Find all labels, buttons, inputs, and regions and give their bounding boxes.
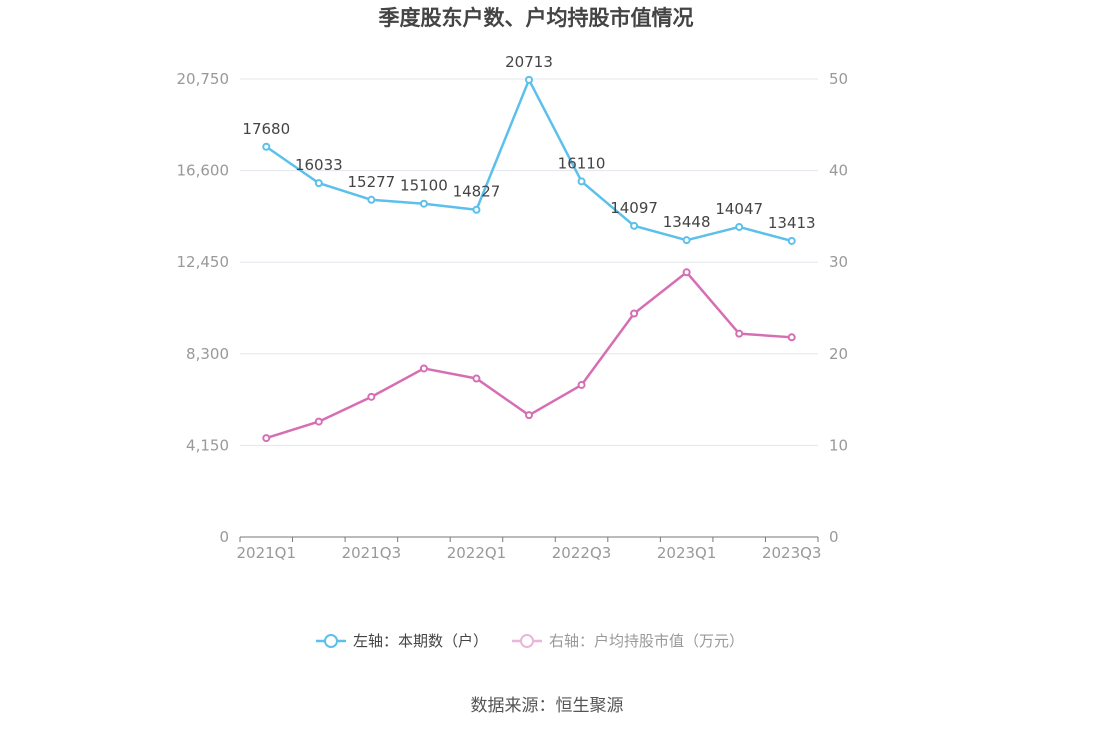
data-point [262, 434, 271, 443]
left-axis-tick-label: 16,600 [177, 162, 230, 180]
data-label: 16033 [295, 156, 343, 174]
x-axis-tick-label: 2023Q1 [657, 544, 717, 562]
legend-label: 左轴：本期数（户） [353, 632, 488, 650]
chart-title: 季度股东户数、户均持股市值情况 [379, 6, 694, 30]
left-axis-tick-label: 4,150 [186, 436, 229, 454]
x-axis-tick-label: 2021Q1 [237, 544, 297, 562]
data-point [525, 411, 533, 420]
data-point [314, 179, 323, 188]
data-point [735, 329, 744, 338]
right-axis-tick-label: 30 [829, 253, 848, 271]
data-point [682, 236, 691, 245]
data-point [630, 221, 639, 230]
data-point [262, 142, 271, 151]
legend-swatch-marker [520, 634, 534, 648]
series-layer: 17680 16033 15277 15100 14827 20713 16110 14097… [242, 53, 816, 443]
data-point [314, 417, 323, 426]
data-label: 13448 [663, 213, 711, 231]
data-label: 14827 [453, 183, 501, 201]
right-axis-tick-label: 40 [829, 162, 848, 180]
data-point [787, 333, 796, 342]
series-line [265, 78, 793, 243]
data-point [787, 236, 796, 245]
data-label: 14097 [610, 199, 658, 217]
data-label: 15100 [400, 177, 448, 195]
data-point [630, 309, 639, 318]
x-axis-tick-label: 2022Q1 [447, 544, 507, 562]
x-axis-tick-label: 2022Q3 [552, 544, 612, 562]
right-axis-tick-label: 0 [829, 528, 839, 546]
right-axis-tick-label: 20 [829, 345, 848, 363]
data-point [367, 392, 376, 401]
x-axis-tick-label: 2023Q3 [762, 544, 822, 562]
data-label: 13413 [768, 214, 816, 232]
axes: 0 0 4,150 10 8,300 20 12,450 30 16,600 40 20,750 50… [177, 70, 849, 562]
left-axis-tick-label: 8,300 [186, 345, 229, 363]
data-label: 20713 [505, 53, 553, 71]
x-axis-tick-label: 2021Q3 [342, 544, 402, 562]
data-label: 14047 [715, 200, 763, 218]
grid [240, 78, 818, 446]
data-point [367, 195, 376, 204]
data-point [735, 222, 744, 231]
legend-label: 右轴：户均持股市值（万元） [549, 632, 744, 650]
data-label: 17680 [242, 120, 290, 138]
legend-swatch-marker [324, 634, 338, 648]
right-axis-tick-label: 10 [829, 436, 848, 454]
data-point [577, 380, 586, 389]
data-label: 16110 [558, 154, 606, 172]
source-note: 数据来源：恒生聚源 [471, 696, 624, 716]
data-point [525, 75, 533, 84]
right-axis-tick-label: 50 [829, 70, 848, 88]
left-axis-tick-label: 20,750 [177, 70, 230, 88]
data-point [682, 268, 691, 277]
data-point [577, 177, 586, 186]
left-axis-tick-label: 0 [219, 528, 229, 546]
data-point [419, 199, 428, 208]
legend: 左轴：本期数（户） 右轴：户均持股市值（万元） [316, 632, 744, 650]
data-point [472, 374, 481, 383]
data-point [472, 205, 481, 214]
left-axis-tick-label: 12,450 [177, 253, 230, 271]
data-point [419, 364, 428, 373]
data-label: 15277 [348, 173, 396, 191]
